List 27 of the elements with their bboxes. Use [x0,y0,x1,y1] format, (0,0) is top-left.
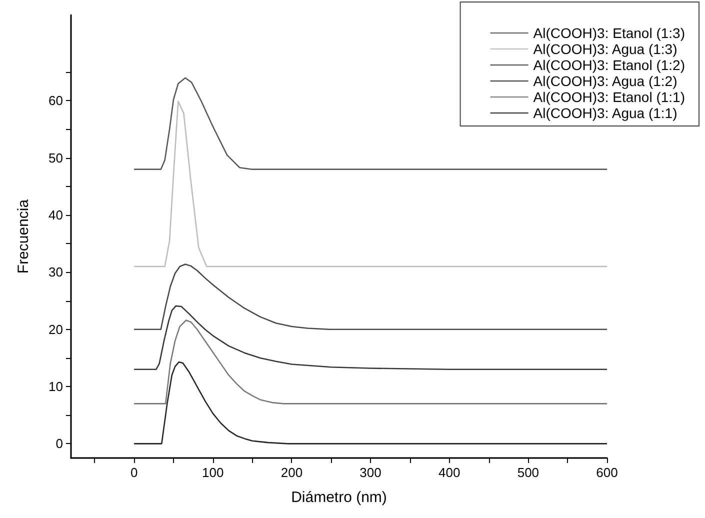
legend-label: Al(COOH)3: Agua (1:1) [533,105,678,121]
line-series [133,361,608,444]
y-tick-label: 40 [48,208,63,223]
legend-label: Al(COOH)3: Etanol (1:2) [533,57,686,73]
line-series [133,264,608,330]
y-tick-label: 50 [48,150,63,166]
legend-label: Al(COOH)3: Agua (1:3) [533,41,678,57]
y-tick-label: 0 [56,436,63,452]
x-tick-label: 500 [517,465,540,480]
x-tick-label: 300 [360,465,382,480]
line-series [133,320,608,404]
y-tick-label: 60 [48,93,63,108]
x-tick-label: 200 [280,465,303,480]
x-tick-label: 100 [202,465,224,480]
legend-label: Al(COOH)3: Etanol (1:1) [533,89,686,105]
legend-label: Al(COOH)3: Agua (1:2) [533,73,678,89]
x-tick-label: 400 [438,465,460,480]
line-series [133,77,608,170]
x-axis-title: Diámetro (nm) [291,489,387,506]
x-tick-label: 0 [130,465,138,480]
y-tick-label: 10 [48,379,63,394]
line-series [133,305,608,370]
legend-label: Al(COOH)3: Etanol (1:3) [533,25,686,41]
x-tick-label: 600 [596,465,618,480]
y-tick-label: 30 [48,264,63,280]
y-axis-title: Frecuencia [15,198,32,274]
y-tick-label: 20 [48,322,63,337]
